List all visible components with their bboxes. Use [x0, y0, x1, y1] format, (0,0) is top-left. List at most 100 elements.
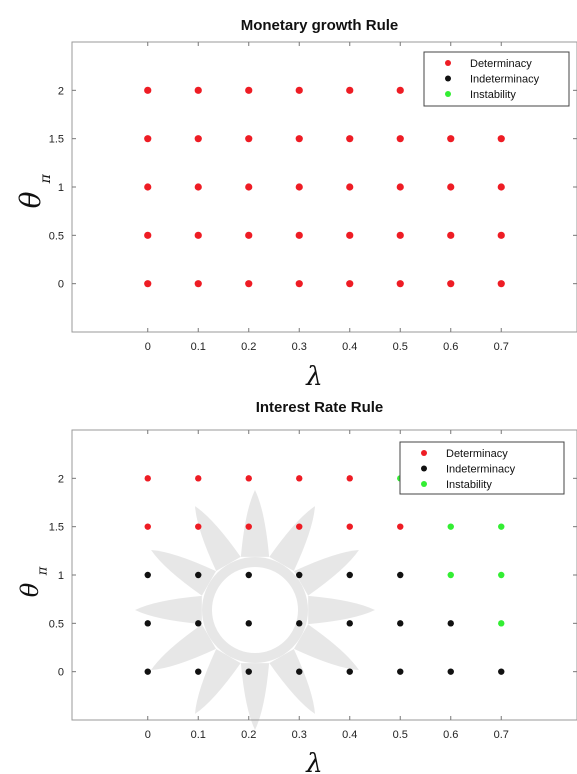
data-point-determinacy	[245, 231, 253, 239]
data-point-instability	[447, 523, 454, 530]
data-point-determinacy	[144, 475, 151, 482]
watermark-petal	[240, 490, 270, 557]
y-axis-label-symbol: θ	[14, 191, 47, 208]
x-tick-label: 0.7	[494, 341, 509, 353]
data-point-determinacy	[497, 135, 505, 143]
x-tick-label: 0.6	[443, 729, 458, 741]
data-point-indeterminacy	[195, 571, 202, 579]
legend-label: Instability	[470, 89, 516, 101]
data-point-determinacy	[497, 183, 505, 191]
data-point-determinacy	[194, 135, 202, 143]
watermark-petal	[308, 595, 375, 625]
watermark-petal	[195, 506, 241, 572]
x-axis-label: λ	[305, 749, 322, 774]
legend-box	[399, 441, 565, 495]
data-point-determinacy	[194, 86, 202, 94]
data-point-determinacy	[396, 183, 404, 191]
data-point-indeterminacy	[144, 620, 151, 627]
y-tick-label: 1.5	[49, 134, 64, 146]
x-tick-label: 0.4	[342, 729, 357, 741]
data-point-indeterminacy	[447, 668, 454, 675]
legend-marker	[445, 60, 451, 66]
data-point-determinacy	[346, 231, 354, 239]
data-point-instability	[498, 571, 505, 579]
data-point-determinacy	[295, 86, 303, 94]
data-point-determinacy	[144, 523, 151, 530]
data-point-determinacy	[346, 475, 353, 482]
data-point-determinacy	[295, 280, 303, 288]
data-point-determinacy	[245, 183, 253, 191]
data-point-indeterminacy	[144, 668, 151, 675]
data-point-determinacy	[144, 135, 152, 143]
legend-marker	[421, 465, 427, 472]
x-axis-label: λ	[305, 362, 322, 392]
chart-title: Monetary growth Rule	[241, 17, 399, 34]
watermark-petal	[269, 506, 315, 572]
legend-label: Indeterminacy	[446, 464, 516, 476]
watermark-petal	[151, 624, 217, 670]
data-point-determinacy	[245, 135, 253, 143]
data-point-instability	[498, 523, 505, 530]
data-point-indeterminacy	[195, 620, 202, 627]
data-point-determinacy	[194, 280, 202, 288]
x-tick-label: 0.4	[342, 341, 357, 353]
watermark-ring	[202, 557, 308, 663]
data-point-instability	[498, 620, 505, 627]
chart-monetary-growth-rule: Monetary growth Rule 0 0.1 0.2 0.3 0.4 0.5 0.6 0…	[14, 17, 577, 392]
data-point-determinacy	[346, 135, 354, 143]
data-point-determinacy	[296, 523, 303, 530]
y-axis-label: θπ	[16, 566, 50, 597]
data-point-indeterminacy	[296, 571, 303, 579]
data-point-determinacy	[144, 280, 152, 288]
legend-label: Instability	[446, 479, 492, 491]
data-point-determinacy	[144, 231, 152, 239]
watermark-petal	[135, 595, 202, 625]
data-point-determinacy	[447, 135, 455, 143]
data-point-determinacy	[497, 280, 505, 288]
data-point-determinacy	[497, 231, 505, 239]
legend-marker	[445, 75, 451, 82]
data-point-determinacy	[396, 280, 404, 288]
data-point-indeterminacy	[296, 668, 303, 675]
y-tick-label: 0	[58, 279, 64, 291]
x-tick-label: 0.7	[494, 729, 509, 741]
x-tick-label: 0.1	[191, 341, 206, 353]
data-point-instability	[447, 571, 454, 579]
y-tick-label: 1	[58, 182, 64, 194]
data-point-determinacy	[195, 523, 202, 530]
data-point-determinacy	[245, 475, 252, 482]
legend-marker	[421, 450, 427, 456]
data-point-determinacy	[346, 523, 353, 530]
data-point-indeterminacy	[346, 620, 353, 627]
data-point-determinacy	[245, 523, 252, 530]
data-point-determinacy	[397, 523, 404, 530]
y-tick-label: 2	[58, 473, 64, 485]
data-point-indeterminacy	[498, 668, 505, 675]
data-point-determinacy	[194, 231, 202, 239]
chart-title: Interest Rate Rule	[256, 399, 384, 416]
y-tick-label: 0.5	[49, 230, 64, 242]
data-point-determinacy	[295, 183, 303, 191]
data-point-determinacy	[195, 475, 202, 482]
data-point-indeterminacy	[397, 620, 404, 627]
data-point-determinacy	[295, 135, 303, 143]
x-tick-label: 0.2	[241, 729, 256, 741]
data-point-determinacy	[346, 183, 354, 191]
legend-label: Determinacy	[470, 58, 532, 70]
data-point-determinacy	[396, 231, 404, 239]
data-point-determinacy	[447, 231, 455, 239]
y-tick-label: 0.5	[49, 618, 64, 630]
x-tick-label: 0.5	[393, 729, 408, 741]
x-tick-label: 0.6	[443, 341, 458, 353]
x-tick-label: 0.5	[393, 341, 408, 353]
data-point-indeterminacy	[296, 620, 303, 627]
chart-interest-rate-rule: Interest Rate Rule 0 0.1 0.2 0.3 0.4 0.5 0.6 0.7…	[16, 399, 577, 774]
y-axis-label-subscript: π	[35, 566, 50, 576]
watermark-petal	[293, 624, 359, 670]
y-tick-label: 1.5	[49, 522, 64, 534]
y-tick-label: 1	[58, 570, 64, 582]
y-tick-label: 2	[58, 85, 64, 97]
watermark-petal	[151, 550, 217, 596]
x-tick-label: 0.3	[292, 729, 307, 741]
